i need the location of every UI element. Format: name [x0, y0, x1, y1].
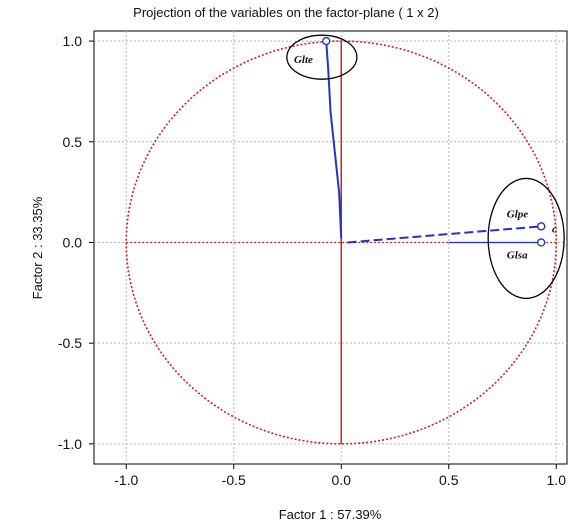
y-tick-label: 0.0	[63, 234, 83, 250]
y-tick-label: 1.0	[63, 33, 83, 49]
label-glsa: Glsa	[507, 250, 528, 262]
point-glsa	[537, 238, 546, 247]
label-glpe: Glpe	[507, 208, 529, 220]
highlight-ellipse-glte	[286, 34, 358, 80]
point-glte	[322, 36, 331, 46]
label-glte: Glte	[294, 54, 313, 66]
y-tick-label: 0.5	[63, 134, 83, 150]
y-tick-label: -1.0	[58, 436, 82, 452]
highlight-ellipse-glpe-glsa	[487, 177, 565, 300]
x-tick-label: 0.5	[439, 472, 459, 488]
x-tick-labels: -1.0 -0.5 0.0 0.5 1.0	[114, 472, 566, 488]
y-tick-label: -0.5	[58, 335, 82, 351]
vector-glpe	[347, 225, 542, 244]
x-tick-label: -0.5	[222, 472, 246, 488]
chart-title: Projection of the variables on the facto…	[133, 5, 439, 20]
x-tick-label: 0.0	[332, 472, 352, 488]
y-tick-labels: 1.0 0.5 0.0 -0.5 -1.0	[58, 33, 82, 452]
x-tick-label: 1.0	[547, 472, 567, 488]
vector-glte	[325, 40, 343, 239]
plot-content: Glte Glpe Glsa c	[125, 34, 565, 445]
extra-mark: c	[552, 223, 557, 235]
y-axis-label: Factor 2 : 33.35%	[30, 196, 45, 299]
x-tick-label: -1.0	[114, 472, 138, 488]
x-axis-label: Factor 1 : 57.39%	[279, 507, 382, 522]
point-glpe	[537, 222, 546, 231]
